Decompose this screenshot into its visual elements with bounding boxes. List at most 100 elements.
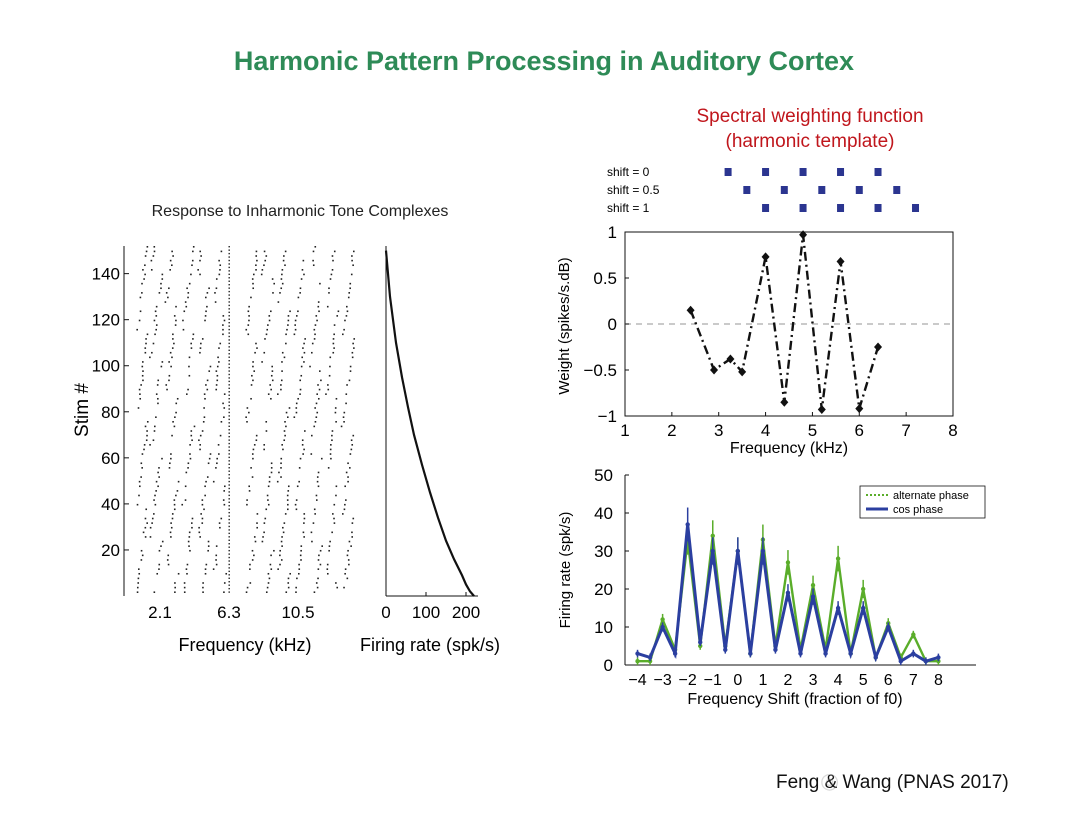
- spike-dot: [141, 374, 144, 377]
- spike-dot-fixed: [228, 498, 230, 500]
- spike-dot: [302, 531, 305, 534]
- spike-dot: [203, 508, 205, 511]
- spike-dot: [315, 402, 318, 405]
- shift-point: [798, 651, 803, 656]
- spike-dot: [171, 356, 173, 359]
- spike-dot: [149, 444, 151, 446]
- spike-dot: [172, 338, 174, 340]
- spike-dot: [254, 540, 257, 543]
- spike-dot: [146, 430, 148, 432]
- spike-dot: [260, 273, 263, 276]
- spike-dot: [202, 591, 204, 593]
- spike-dot: [318, 370, 321, 372]
- weight-x-tick-label: 2: [667, 421, 676, 440]
- shift-x-tick-label: 0: [733, 672, 742, 689]
- shift-point: [860, 605, 866, 611]
- spike-dot: [298, 572, 300, 575]
- spike-dot: [219, 526, 221, 529]
- spike-dot: [155, 416, 157, 418]
- spike-dot: [343, 586, 345, 589]
- spike-dot: [173, 499, 176, 501]
- weight-point: [761, 252, 770, 262]
- spike-dot: [281, 282, 284, 285]
- legend-label-alternate: alternate phase: [893, 490, 969, 502]
- spike-dot: [169, 462, 171, 465]
- spike-dot: [279, 549, 281, 552]
- spike-dot-fixed: [228, 425, 230, 428]
- spike-dot-fixed: [228, 359, 230, 362]
- spike-dot: [280, 287, 283, 290]
- spike-dot: [266, 328, 269, 331]
- weight-y-tick-label: −1: [598, 407, 617, 426]
- spike-dot: [268, 319, 271, 322]
- spike-dot: [303, 522, 305, 524]
- spike-dot-fixed: [228, 536, 230, 538]
- spike-dot: [316, 480, 319, 483]
- spike-dot: [265, 255, 268, 257]
- spike-dot: [289, 572, 292, 575]
- spike-dot: [174, 416, 176, 418]
- spike-dot: [188, 536, 191, 538]
- spike-dot: [326, 572, 329, 575]
- spike-dot-fixed: [228, 473, 230, 476]
- weight-x-tick-label: 5: [808, 421, 817, 440]
- weight-point: [710, 365, 719, 375]
- spike-dot: [192, 338, 194, 340]
- spike-dot-fixed: [228, 325, 230, 327]
- spike-dot: [215, 467, 217, 469]
- spike-dot: [343, 411, 346, 414]
- spike-dot-fixed: [228, 442, 230, 445]
- spike-dot: [311, 342, 314, 345]
- spike-dot-fixed: [228, 273, 230, 276]
- spike-dot-fixed: [228, 591, 230, 593]
- spike-dot-fixed: [228, 449, 230, 452]
- spike-dot: [218, 273, 221, 276]
- spike-dot: [298, 563, 300, 566]
- spike-dot: [298, 480, 300, 483]
- spike-dot: [286, 494, 289, 497]
- shift-point: [735, 548, 741, 554]
- shift-y-tick-label: 30: [594, 542, 613, 561]
- spike-dot: [184, 301, 187, 303]
- shift-y-tick-label: 10: [594, 618, 613, 637]
- spike-dot: [352, 264, 354, 267]
- spike-dot: [253, 554, 255, 557]
- spike-dot: [218, 259, 220, 262]
- shift-point: [911, 632, 916, 637]
- spike-dot: [161, 540, 164, 543]
- raster-y-tick-label: 20: [101, 541, 120, 560]
- spike-dot: [191, 439, 193, 442]
- spike-dot-fixed: [228, 256, 230, 258]
- spike-dot: [152, 342, 155, 345]
- spike-dot: [299, 287, 302, 290]
- spike-dot-fixed: [228, 511, 230, 514]
- weight-point: [874, 342, 883, 352]
- spike-dot-fixed: [228, 543, 230, 545]
- spike-dot: [153, 319, 156, 322]
- spike-dot: [255, 434, 258, 437]
- spike-dot: [157, 379, 160, 382]
- spike-dot: [170, 365, 172, 368]
- slide-title: Harmonic Pattern Processing in Auditory …: [233, 46, 855, 76]
- spike-dot: [287, 508, 289, 511]
- shift-legend-box: [859, 485, 986, 519]
- spike-dot: [280, 384, 282, 386]
- spike-dot: [207, 545, 210, 547]
- spike-dot: [154, 494, 156, 497]
- spike-dot: [351, 356, 354, 359]
- shift-point: [660, 624, 665, 630]
- spike-dot: [330, 273, 333, 276]
- spike-dot: [248, 490, 251, 492]
- spike-dot: [137, 582, 140, 584]
- spike-dot: [137, 577, 140, 580]
- spike-dot: [152, 255, 155, 257]
- spike-dot: [331, 430, 334, 432]
- spike-dot: [265, 421, 268, 423]
- spike-dot-fixed: [228, 556, 230, 559]
- spike-dot: [219, 342, 222, 345]
- spike-dot: [246, 421, 248, 423]
- spike-dot: [139, 485, 141, 488]
- spike-dot: [184, 485, 187, 488]
- spike-dot: [280, 559, 283, 561]
- spike-dot: [295, 591, 297, 593]
